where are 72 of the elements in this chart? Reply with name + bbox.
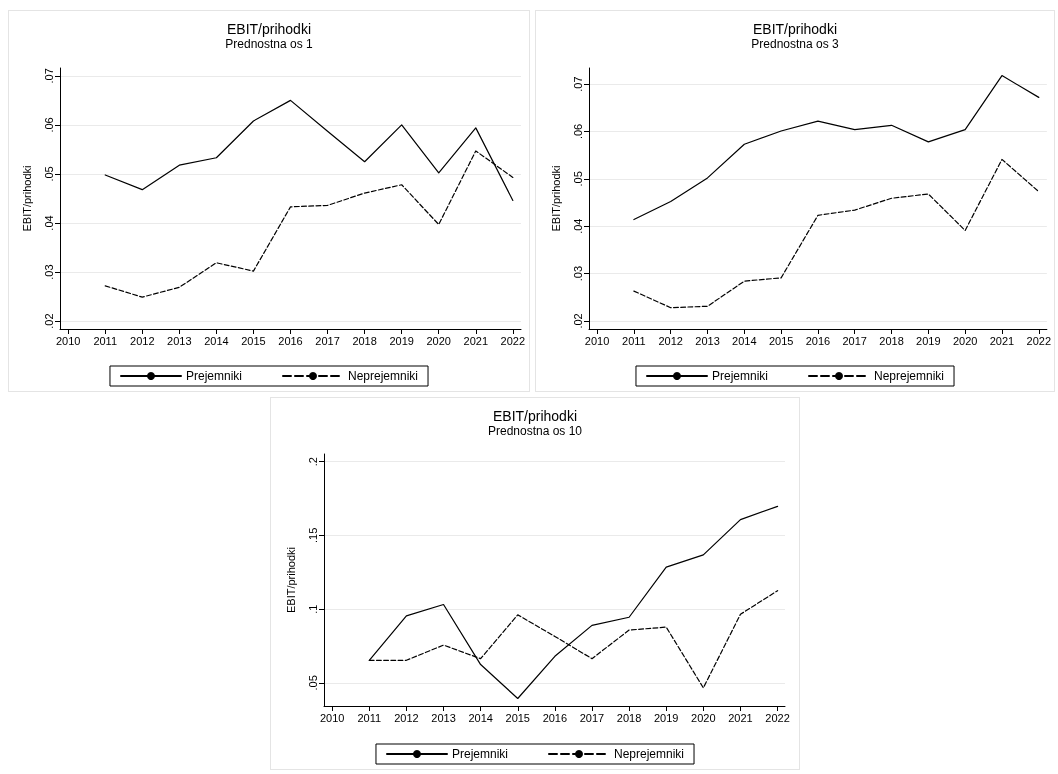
y-tick-label: .04 bbox=[42, 215, 55, 231]
legend-label: Neprejemniki bbox=[874, 369, 945, 383]
legend-label: Prejemniki bbox=[451, 747, 508, 761]
x-tick-label: 2014 bbox=[204, 334, 229, 347]
y-tick-label: .02 bbox=[42, 313, 55, 329]
x-tick-label: 2015 bbox=[768, 334, 794, 347]
x-tick-label: 2018 bbox=[352, 334, 377, 347]
x-tick-label: 2015 bbox=[505, 711, 530, 724]
x-tick-label: 2020 bbox=[952, 334, 978, 347]
chart-subtitle: Prednostna os 3 bbox=[751, 37, 840, 51]
x-tick-label: 2012 bbox=[394, 711, 419, 724]
x-tick-label: 2018 bbox=[616, 711, 642, 724]
y-axis-title: EBIT/prihodki bbox=[20, 165, 33, 232]
y-axis-title: EBIT/prihodki bbox=[549, 165, 562, 232]
y-tick-label: .2 bbox=[306, 457, 319, 467]
chart-subtitle: Prednostna os 10 bbox=[487, 424, 583, 438]
x-tick-label: 2010 bbox=[584, 334, 610, 347]
x-tick-label: 2019 bbox=[653, 711, 679, 724]
x-tick-label: 2012 bbox=[658, 334, 683, 347]
x-tick-label: 2022 bbox=[1026, 334, 1052, 347]
y-tick-label: .02 bbox=[571, 313, 584, 329]
x-tick-label: 2015 bbox=[241, 334, 266, 347]
x-tick-label: 2021 bbox=[463, 334, 489, 347]
line-series bbox=[633, 158, 1040, 309]
y-tick-label: .1 bbox=[306, 604, 319, 614]
legend-label: Neprejemniki bbox=[348, 369, 419, 383]
x-tick-label: 2017 bbox=[315, 334, 340, 347]
chart-title: EBIT/prihodki bbox=[226, 21, 312, 37]
x-tick-label: 2017 bbox=[579, 711, 605, 724]
x-tick-label: 2010 bbox=[319, 711, 345, 724]
x-tick-label: 2016 bbox=[542, 711, 568, 724]
x-tick-label: 2020 bbox=[426, 334, 451, 347]
chart-title: EBIT/prihodki bbox=[752, 21, 838, 37]
y-tick-label: .03 bbox=[571, 265, 584, 282]
x-tick-label: 2014 bbox=[468, 711, 493, 724]
x-tick-label: 2017 bbox=[842, 334, 867, 347]
x-tick-label: 2014 bbox=[732, 334, 757, 347]
y-tick-label: .07 bbox=[571, 76, 584, 92]
y-tick-label: .06 bbox=[42, 117, 55, 133]
x-tick-label: 2012 bbox=[130, 334, 155, 347]
line-series bbox=[633, 74, 1040, 221]
chart-title: EBIT/prihodki bbox=[492, 408, 578, 424]
y-tick-label: .05 bbox=[306, 675, 319, 691]
x-tick-label: 2022 bbox=[500, 334, 526, 347]
chart-subtitle: Prednostna os 1 bbox=[225, 37, 314, 51]
y-tick-label: .04 bbox=[571, 218, 584, 234]
x-tick-label: 2021 bbox=[728, 711, 753, 724]
x-tick-label: 2013 bbox=[167, 334, 192, 347]
x-tick-label: 2010 bbox=[55, 334, 81, 347]
y-tick-label: .05 bbox=[571, 171, 584, 187]
x-tick-label: 2020 bbox=[691, 711, 716, 724]
legend-label: Prejemniki bbox=[711, 369, 768, 383]
x-tick-label: 2019 bbox=[389, 334, 414, 347]
x-tick-label: 2011 bbox=[357, 711, 382, 724]
x-tick-label: 2011 bbox=[622, 334, 646, 347]
legend-label: Neprejemniki bbox=[614, 747, 685, 761]
y-tick-label: .07 bbox=[42, 68, 55, 84]
x-tick-label: 2018 bbox=[879, 334, 904, 347]
x-tick-label: 2016 bbox=[278, 334, 303, 347]
x-tick-label: 2016 bbox=[805, 334, 831, 347]
x-tick-label: 2011 bbox=[93, 334, 118, 347]
x-tick-label: 2022 bbox=[765, 711, 790, 724]
x-tick-label: 2013 bbox=[695, 334, 720, 347]
y-axis-title: EBIT/prihodki bbox=[284, 546, 297, 614]
y-tick-label: .03 bbox=[42, 264, 55, 280]
legend-label: Prejemniki bbox=[185, 369, 242, 383]
y-tick-label: .06 bbox=[571, 123, 584, 140]
y-tick-label: .15 bbox=[306, 527, 319, 544]
y-tick-label: .05 bbox=[42, 166, 55, 182]
x-tick-label: 2021 bbox=[989, 334, 1015, 347]
x-tick-label: 2019 bbox=[916, 334, 941, 347]
x-tick-label: 2013 bbox=[431, 711, 456, 724]
